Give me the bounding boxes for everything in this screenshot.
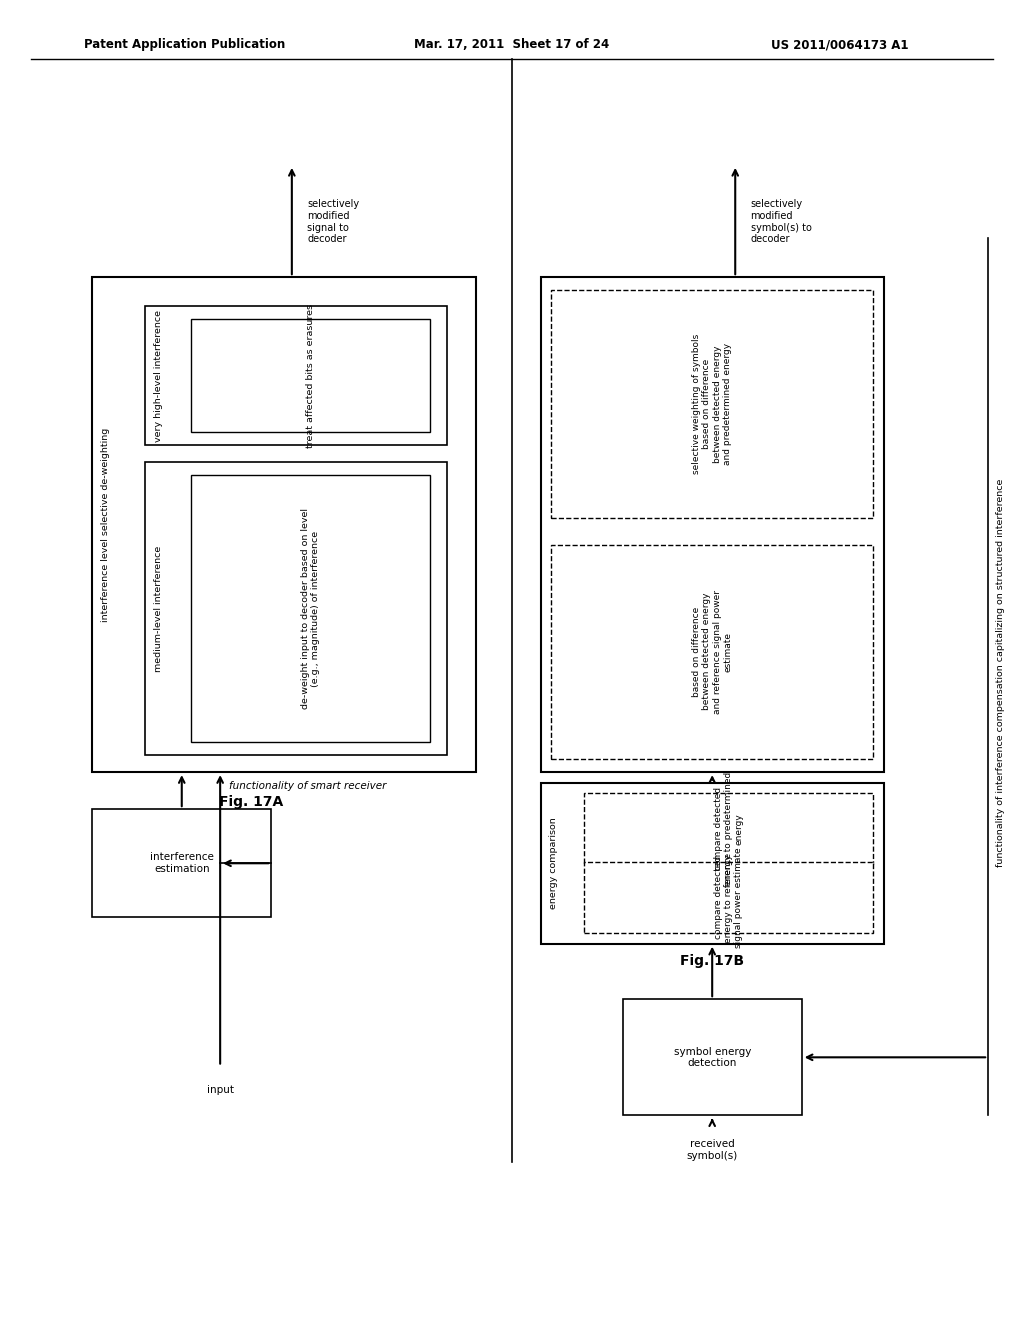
- Bar: [541, 783, 884, 944]
- Text: compare detected
energy to predetermined
energy: compare detected energy to predetermined…: [714, 772, 743, 886]
- Text: energy comparison: energy comparison: [550, 817, 558, 909]
- Text: interference
estimation: interference estimation: [150, 853, 214, 874]
- Bar: [584, 793, 873, 865]
- Bar: [92, 809, 271, 917]
- Text: treat affected bits as erasures: treat affected bits as erasures: [306, 304, 315, 447]
- Text: functionality of smart receiver: functionality of smart receiver: [228, 781, 386, 792]
- Text: selectively
modified
symbol(s) to
decoder: selectively modified symbol(s) to decode…: [751, 199, 811, 244]
- Bar: [145, 306, 447, 445]
- Text: Fig. 17A: Fig. 17A: [219, 795, 283, 809]
- Text: compare detected
energy to reference
signal power estimate: compare detected energy to reference sig…: [714, 847, 743, 948]
- Bar: [623, 999, 802, 1115]
- Bar: [584, 862, 873, 933]
- Text: medium-level interference: medium-level interference: [155, 545, 163, 672]
- Bar: [92, 277, 476, 772]
- Text: interference level selective de-weighting: interference level selective de-weightin…: [101, 428, 110, 622]
- Text: US 2011/0064173 A1: US 2011/0064173 A1: [771, 38, 908, 51]
- Text: based on difference
between detected energy
and reference signal power
estimate: based on difference between detected ene…: [692, 590, 732, 714]
- Text: functionality of interference compensation capitalizing on structured interferen: functionality of interference compensati…: [996, 479, 1006, 867]
- Text: Patent Application Publication: Patent Application Publication: [84, 38, 285, 51]
- Text: very high-level interference: very high-level interference: [155, 309, 163, 441]
- Text: received
symbol(s): received symbol(s): [686, 1139, 738, 1160]
- Text: selective weighting of symbols
based on difference
between detected energy
and p: selective weighting of symbols based on …: [692, 334, 732, 474]
- Bar: [145, 462, 447, 755]
- Text: selectively
modified
signal to
decoder: selectively modified signal to decoder: [307, 199, 359, 244]
- Text: de-weight input to decoder based on level
(e.g., magnitude) of interference: de-weight input to decoder based on leve…: [301, 508, 321, 709]
- Text: Fig. 17B: Fig. 17B: [680, 954, 743, 969]
- Text: Mar. 17, 2011  Sheet 17 of 24: Mar. 17, 2011 Sheet 17 of 24: [415, 38, 609, 51]
- Bar: [551, 290, 873, 517]
- Text: input: input: [207, 1085, 233, 1096]
- Bar: [541, 277, 884, 772]
- Bar: [551, 544, 873, 759]
- Text: symbol energy
detection: symbol energy detection: [674, 1047, 751, 1068]
- Bar: [191, 475, 430, 742]
- Bar: [191, 319, 430, 432]
